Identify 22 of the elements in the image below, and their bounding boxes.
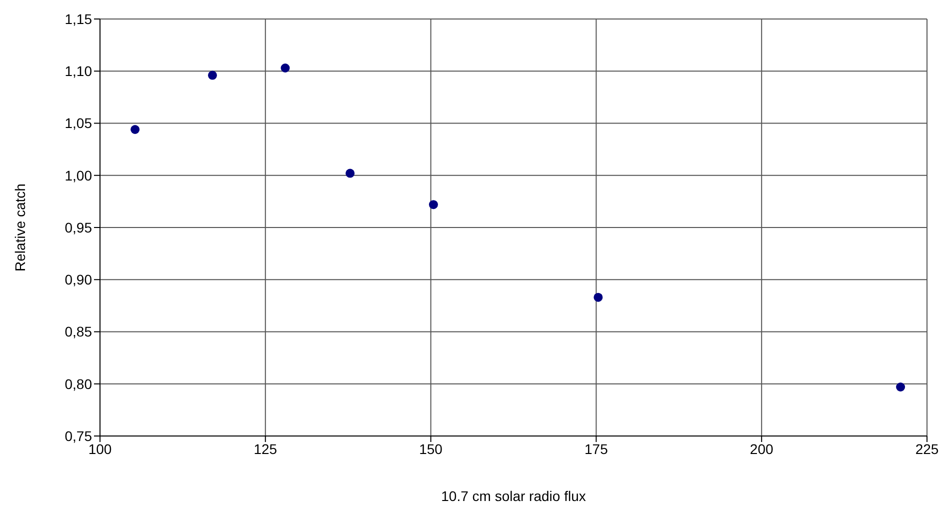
point (130, 125, 140, 134)
x-tick-label: 175 (584, 440, 608, 457)
y-tick-label: 0,85 (64, 324, 92, 340)
y-tick-label: 1,00 (64, 167, 92, 184)
point (896, 382, 906, 392)
point (346, 168, 355, 178)
x-tick-label: 125 (254, 440, 278, 457)
x-tick-label: 150 (419, 440, 443, 457)
y-tick-label: 0,95 (64, 219, 92, 236)
point (280, 64, 290, 72)
y-tick-label: 1,05 (64, 115, 92, 132)
point (428, 200, 438, 210)
point (594, 292, 603, 302)
x-tick-label: 200 (750, 440, 774, 457)
y-tick-label: 0,80 (64, 376, 92, 392)
y-tick-label: 1,15 (64, 10, 92, 27)
x-axis-title: 10.7 cm solar radio flux (441, 488, 586, 504)
point (208, 70, 217, 80)
x-tick-label: 225 (915, 440, 939, 457)
y-tick-label: 1,10 (64, 63, 92, 80)
y-axis-title: Relative catch (12, 184, 28, 272)
y-tick-label: 0,90 (64, 272, 92, 288)
